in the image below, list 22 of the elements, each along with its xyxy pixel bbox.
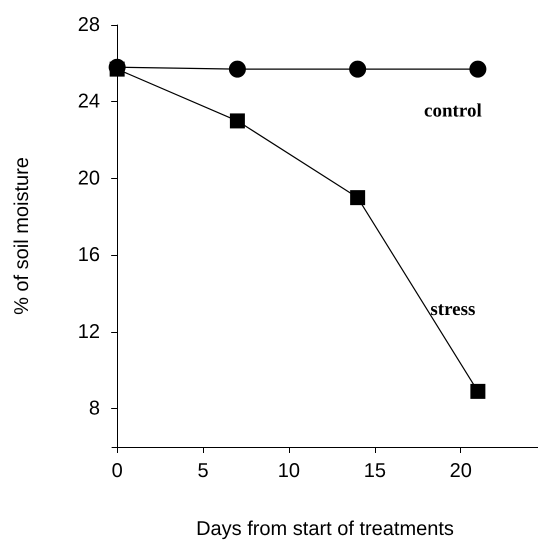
- y-tick-label: 16: [78, 244, 100, 266]
- x-tick-label: 10: [278, 460, 300, 482]
- point: [349, 60, 366, 78]
- x-tick-label: 15: [364, 460, 386, 482]
- series-label: stress: [430, 298, 476, 320]
- x-axis-title: Days from start of treatments: [196, 518, 454, 540]
- y-tick-label: 12: [78, 320, 100, 343]
- x-tick-label: 20: [450, 460, 472, 482]
- y-tick-label: 20: [78, 167, 100, 190]
- x-tick-label: 0: [112, 460, 123, 482]
- y-axis-title: % of soil moisture: [11, 157, 33, 315]
- series-label: control: [424, 100, 482, 122]
- point: [110, 62, 125, 77]
- point: [228, 60, 246, 78]
- y-tick-label: 8: [88, 398, 100, 420]
- y-tick-label: 24: [78, 90, 100, 113]
- point: [470, 384, 486, 399]
- point: [350, 190, 366, 206]
- point: [230, 113, 245, 128]
- point: [469, 60, 486, 78]
- x-tick-label: 5: [197, 460, 209, 482]
- y-tick-label: 28: [78, 14, 100, 36]
